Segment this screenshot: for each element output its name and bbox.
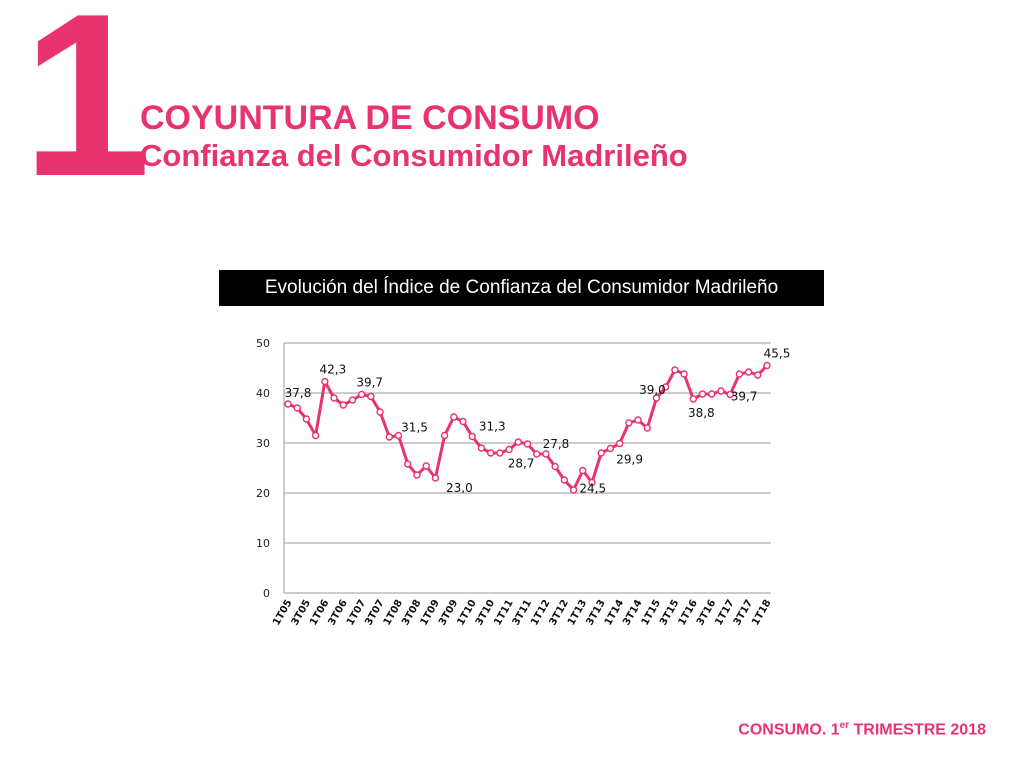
data-point [754,371,762,379]
data-point [735,370,744,378]
data-point [523,440,532,448]
y-tick-label: 30 [256,437,270,450]
data-point [744,368,753,376]
data-label: 45,5 [764,347,791,361]
data-point [671,366,679,374]
data-point [413,471,421,479]
data-point [357,390,366,399]
data-point [533,450,541,458]
data-point [394,431,403,440]
data-label: 39,7 [731,390,758,404]
data-point [302,415,311,423]
data-label: 31,3 [479,420,506,434]
data-point [643,424,651,432]
data-point [367,392,375,401]
footer-prefix: CONSUMO. 1 [738,721,840,739]
data-label: 27,8 [543,437,570,451]
data-point [542,450,550,458]
data-label: 38,8 [688,406,715,420]
data-label: 39,7 [356,376,383,390]
data-point [588,478,596,487]
footer-period: CONSUMO. 1er TRIMESTRE 2018 [738,720,986,739]
data-point [569,486,578,494]
data-point [477,444,486,452]
data-point [717,387,725,395]
data-point [385,433,394,441]
data-point [348,396,357,404]
y-tick-label: 10 [256,537,270,550]
data-label: 37,8 [285,386,312,400]
data-point [689,395,698,403]
data-point [634,416,642,424]
data-point [652,394,661,402]
data-point [330,394,338,402]
data-label: 39,0 [639,383,666,397]
data-point [404,460,412,468]
data-point [486,449,495,457]
data-point [560,476,569,484]
data-label: 42,3 [319,363,346,377]
data-point [763,361,771,370]
data-point [661,383,670,391]
data-point [625,419,633,427]
footer-suffix: TRIMESTRE 2018 [849,721,987,739]
slide-title: COYUNTURA DE CONSUMO [140,99,600,137]
data-point [468,432,476,441]
data-point [440,431,449,440]
data-point [514,438,522,446]
data-point [422,462,430,470]
data-point [459,417,467,426]
chart-title: Evolución del Índice de Confianza del Co… [264,277,779,298]
data-label: 24,5 [579,482,606,496]
data-point [496,449,504,457]
x-tick-label: 1T18 [750,598,773,628]
slide-subtitle: Confianza del Consumidor Madrileño [140,138,688,173]
data-point [606,444,615,453]
data-point [579,466,587,475]
y-tick-label: 40 [256,387,270,400]
data-point [708,390,716,398]
data-point [726,390,734,399]
data-point [284,400,292,408]
data-point [551,462,559,471]
data-point [293,404,301,412]
data-point [311,431,320,440]
data-label: 28,7 [508,457,535,471]
data-point [450,413,458,421]
data-point [431,474,440,482]
data-label: 31,5 [401,421,428,435]
section-number: 1 [22,0,151,225]
data-point [615,439,624,448]
data-label: 29,9 [616,453,643,467]
data-point [321,377,329,386]
y-tick-label: 20 [256,487,270,500]
data-point [339,401,347,409]
y-tick-label: 50 [256,337,270,350]
data-point [505,445,513,454]
data-point [680,370,688,378]
y-tick-label: 0 [263,587,270,600]
data-label: 23,0 [446,481,473,495]
footer-superscript: er [839,720,850,731]
data-point [698,390,707,398]
data-point [376,408,384,416]
data-point [597,449,605,457]
chart-title-banner: Evolución del Índice de Confianza del Co… [219,270,824,306]
